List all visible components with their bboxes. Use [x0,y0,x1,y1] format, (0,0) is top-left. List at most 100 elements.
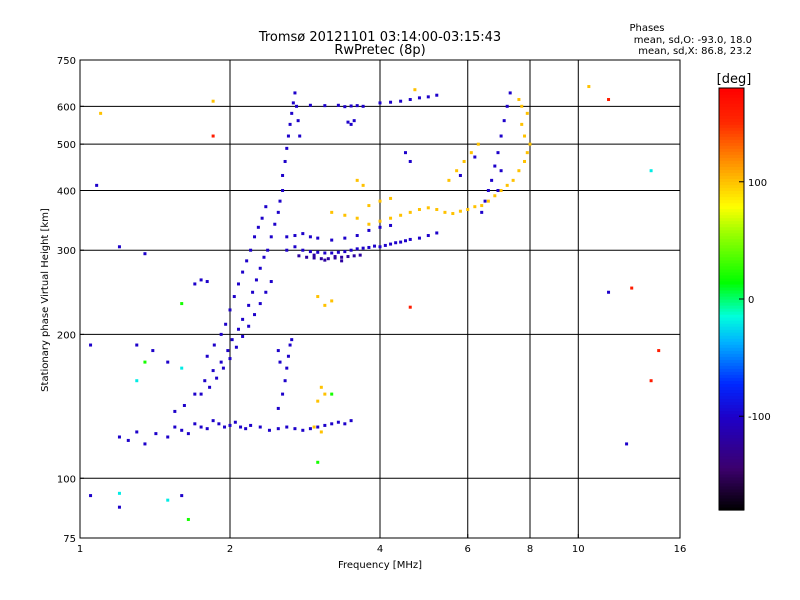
data-point [269,280,273,284]
data-point [435,93,439,97]
colorbar-cell [719,437,744,442]
data-point [278,199,282,203]
colorbar-cell [719,482,744,487]
data-point [343,422,347,426]
data-point [502,119,506,123]
data-point [245,259,249,263]
colorbar-cell [719,335,744,339]
data-point [389,100,393,104]
data-point [301,248,305,252]
data-point [239,425,243,429]
colorbar-cell [719,91,744,95]
data-point [523,134,527,138]
data-point [126,438,130,442]
data-point [399,213,403,217]
data-point [480,210,484,214]
data-point [340,259,344,263]
colorbar-cell [719,455,744,460]
colorbar-cell [719,217,744,222]
data-point [283,379,287,383]
data-point [182,403,186,407]
data-point [273,222,277,226]
data-point [253,313,257,317]
colorbar-label: [deg] [717,72,752,87]
data-point [143,442,147,446]
data-point [193,392,197,396]
colorbar-cell [719,449,744,454]
data-point [316,250,320,254]
data-point [330,210,334,214]
data-point [154,432,158,436]
data-point [323,303,327,307]
colorbar-cell [719,434,744,439]
data-point [180,428,184,432]
data-point [493,194,497,198]
colorbar-cell [719,175,744,180]
data-point [316,236,320,240]
data-point [486,199,490,203]
data-point [260,216,264,220]
data-point [466,208,470,212]
data-point [493,164,497,168]
data-point [455,169,459,173]
data-point [173,409,177,413]
x-axis-ticks: 1 2 4 6 8 10 16 [77,534,686,555]
data-point [358,253,362,257]
data-point [228,308,232,312]
data-point [319,257,323,261]
data-point [349,122,353,126]
data-point [426,95,430,99]
colorbar-cell [719,121,744,125]
colorbar-cell [719,299,744,303]
colorbar-cell [719,458,744,463]
data-point [143,252,147,256]
data-point [349,248,353,252]
data-point [256,225,260,229]
colorbar-cell [719,184,744,189]
data-point [290,338,294,342]
data-point [276,210,280,214]
data-point [276,406,280,410]
data-point [208,385,212,389]
data-point [319,430,323,434]
colorbar-cell [719,190,744,195]
data-point [378,199,382,203]
data-point [312,425,316,429]
colorbar-cell [719,160,744,164]
data-point [399,99,403,103]
data-point [241,317,245,321]
y-tick-label: 75 [63,534,76,545]
phase-stats-heading: Phases [629,23,664,34]
colorbar-cell [719,244,744,249]
data-point [293,427,297,431]
colorbar-cell [719,157,744,161]
data-point [469,151,473,155]
data-point [281,173,285,177]
data-point [285,235,289,239]
colorbar-tick-label: 0 [748,295,754,306]
data-point [308,250,312,254]
data-point [447,178,451,182]
data-point [316,399,320,403]
data-point [458,209,462,213]
data-point [262,255,266,259]
data-point [525,151,529,155]
colorbar-cell [719,461,744,466]
colorbar-cell [719,398,744,403]
colorbar-cell [719,362,744,366]
data-point [308,235,312,239]
colorbar-cell [719,274,744,279]
data-point [443,210,447,214]
colorbar-cell [719,389,744,394]
data-point [389,216,393,220]
data-point [233,420,237,424]
data-point [312,253,316,257]
data-point [117,491,121,495]
data-point [330,251,334,255]
x-tick-label: 8 [527,544,533,555]
colorbar-cell [719,464,744,469]
colorbar-cell [719,250,744,255]
colorbar-cell [719,377,744,381]
data-point [228,357,232,361]
